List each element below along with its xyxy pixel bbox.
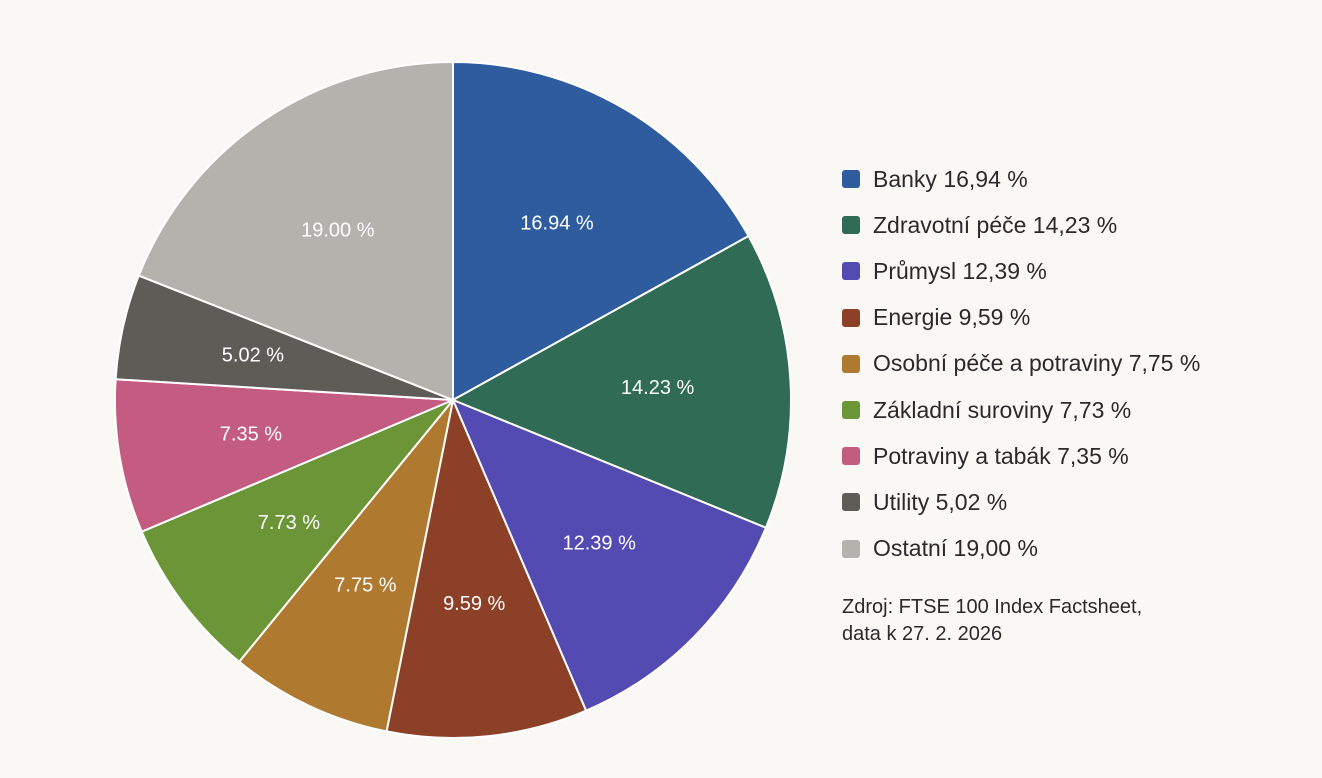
slice-label-1: 16.94 % (520, 212, 594, 234)
legend-label: Osobní péče a potraviny 7,75 % (873, 350, 1201, 377)
source-note: Zdroj: FTSE 100 Index Factsheet, data k … (842, 594, 1142, 648)
slice-label-5: 7.75 % (334, 574, 396, 596)
pie-slice-9 (137, 60, 454, 402)
legend-label: Utility 5,02 % (873, 488, 1008, 515)
legend-item-zakladni-suroviny: Základní suroviny 7,73 % (842, 387, 1302, 433)
pie-slice-3 (451, 398, 768, 713)
legend-label: Průmysl 12,39 % (873, 257, 1047, 284)
legend-label: Zdravotní péče 14,23 % (873, 211, 1118, 238)
legend-label: Ostatní 19,00 % (873, 535, 1038, 562)
source-line-2: data k 27. 2. 2026 (842, 623, 1003, 645)
legend-item-osobni-pece-a-potraviny: Osobní péče a potraviny 7,75 % (842, 341, 1302, 387)
legend: Banky 16,94 % Zdravotní péče 14,23 % Průmy… (842, 156, 1302, 572)
slice-label-2: 14.23 % (621, 377, 695, 399)
legend-item-prumysl: Průmysl 12,39 % (842, 248, 1302, 294)
legend-swatch (842, 493, 860, 512)
legend-item-ostatni: Ostatní 19,00 % (842, 526, 1302, 572)
slice-label-6: 7.73 % (258, 512, 320, 534)
pie-slice-7 (114, 378, 454, 534)
legend-item-banky: Banky 16,94 % (842, 156, 1302, 202)
slice-label-8: 5.02 % (222, 344, 284, 366)
legend-item-zdravotni-pece: Zdravotní péče 14,23 % (842, 202, 1302, 248)
pie-slice-5 (237, 399, 454, 733)
legend-swatch (842, 308, 860, 327)
pie-chart: 16.94 % 14.23 % 12.39 % 9.59 % 7.75 % 7.73 % 7… (114, 60, 792, 739)
pie-slice-6 (140, 399, 454, 664)
legend-item-energie: Energie 9,59 % (842, 295, 1302, 341)
pie-slice-1 (452, 60, 750, 402)
legend-label: Banky 16,94 % (873, 165, 1028, 192)
slice-label-3: 12.39 % (563, 533, 637, 555)
pie-slice-2 (450, 234, 792, 530)
legend-label: Energie 9,59 % (873, 304, 1031, 331)
legend-swatch (842, 262, 860, 281)
slice-label-7: 7.35 % (220, 424, 282, 446)
legend-label: Základní suroviny 7,73 % (873, 396, 1132, 423)
legend-swatch (842, 447, 860, 466)
legend-swatch (842, 170, 860, 189)
legend-swatch (842, 401, 860, 420)
legend-label: Potraviny a tabák 7,35 % (873, 442, 1129, 469)
legend-swatch (842, 539, 860, 558)
source-line-1: Zdroj: FTSE 100 Index Factsheet, (842, 596, 1143, 618)
slice-label-4: 9.59 % (443, 593, 505, 615)
legend-swatch (842, 216, 860, 235)
legend-item-potraviny-a-tabak: Potraviny a tabák 7,35 % (842, 433, 1302, 479)
legend-swatch (842, 354, 860, 373)
slice-label-9: 19.00 % (301, 219, 375, 241)
legend-item-utility: Utility 5,02 % (842, 479, 1302, 525)
